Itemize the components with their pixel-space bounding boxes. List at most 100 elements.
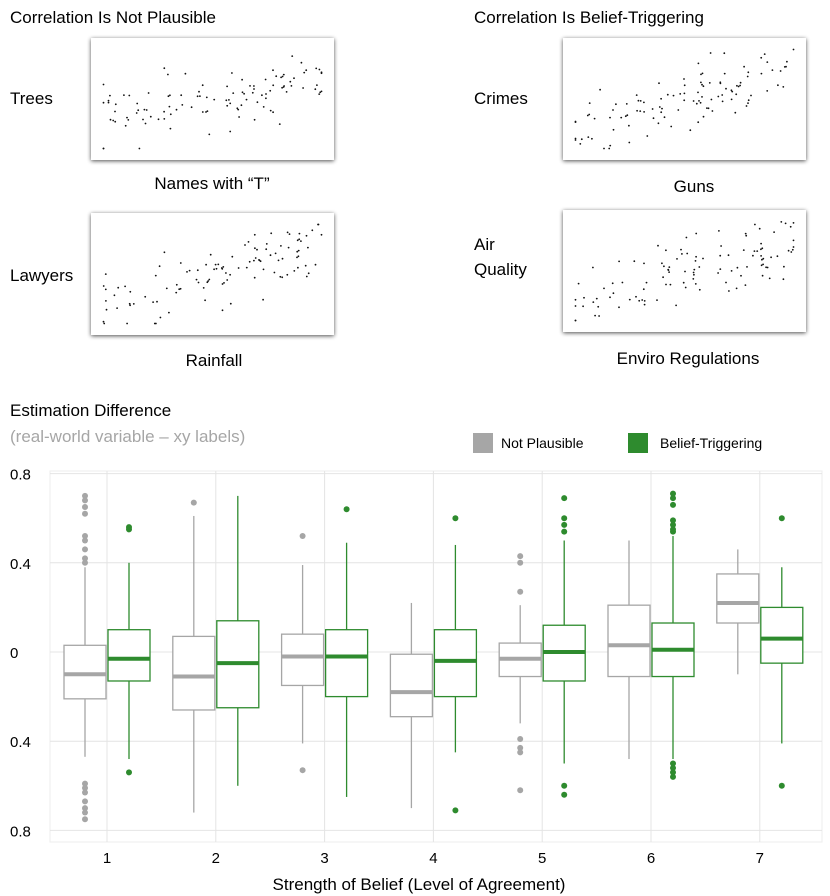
scatter-point [597,305,600,308]
column-title-belief: Correlation Is Belief-Triggering [474,8,704,27]
scatter-point [249,85,251,87]
scatter-point [771,69,774,71]
scatter-point [698,288,701,291]
scatter-point [107,101,110,104]
y-tick-label: 0.8 [10,467,31,484]
outlier-point [517,749,524,756]
scatter-point [196,95,199,98]
scatter-point [695,102,698,105]
scatter-frame [91,38,334,160]
scatter-point [197,281,200,284]
scatter-point [138,147,141,150]
scatter-point [737,85,740,88]
scatter-point [112,119,115,122]
scatter-point [784,222,787,225]
scatter-point [747,102,749,104]
outlier-point [82,497,88,504]
scatter-point [651,108,654,110]
scatter-point [702,115,705,118]
scatter-point [785,65,787,68]
scatter-point [217,263,220,266]
scatter-point [660,111,663,114]
scatter-point [736,266,739,269]
scatter-point [196,269,199,272]
scatter-point [591,137,593,140]
scatter-point [660,97,662,100]
scatter-point [721,94,724,96]
scatter-point [124,285,126,288]
outlier-point [517,588,524,595]
outlier-point [190,499,197,506]
scatter-point [116,307,118,309]
scatter-point [736,84,738,87]
scatter-point [665,283,667,286]
scatter-point [637,99,640,102]
scatter-point [628,298,631,301]
scatter-point [683,84,686,87]
y-tick-label: 0.4 [10,556,31,573]
scatter-point [763,53,766,55]
scatter-point [783,265,785,268]
box-iqr [760,606,804,664]
scatter-panel-trees: Trees Names with “T” [10,38,334,193]
scatter-point [706,107,708,109]
scatter-point [723,52,726,55]
scatter-point [593,117,596,120]
scatter-point [762,257,765,260]
scatter-point [760,72,763,75]
scatter-ylabel: Lawyers [10,266,73,285]
scatter-point [280,245,282,247]
scatter-point [289,80,292,83]
scatter-points [574,48,795,150]
outlier-point [452,807,459,814]
scatter-point [258,259,261,262]
scatter-point [745,105,748,107]
scatter-point [175,108,178,111]
scatter-point [169,113,172,116]
scatter-point [645,281,648,284]
scatter-point [206,281,209,284]
scatter-point [666,93,669,96]
scatter-point [725,281,727,284]
scatter-point [740,274,742,277]
scatter-point [253,233,256,236]
scatter-point [643,300,646,302]
scatter-point [128,94,131,97]
scatter-point [298,238,301,241]
scatter-point [730,89,733,92]
scatter-point [761,247,764,250]
scatter-ylabel: Crimes [474,89,528,108]
scatter-point [269,89,272,92]
outlier-point [561,791,568,798]
scatter-point [663,265,665,268]
scatter-point [746,75,749,78]
scatter-point [262,106,265,108]
scatter-point [698,266,701,268]
scatter-points [102,55,323,150]
scatter-point [782,86,785,88]
scatter-point [229,102,232,105]
scatter-point [786,60,788,63]
scatter-point [695,255,697,258]
scatter-point [113,294,116,297]
scatter-point [198,90,200,93]
scatter-point [760,56,763,59]
scatter-point [694,283,697,285]
scatter-point [285,91,288,93]
scatter-point [745,234,748,237]
scatter-point [291,55,294,57]
scatter-point [663,116,666,119]
scatter-point [735,93,738,96]
column-title-not-plausible: Correlation Is Not Plausible [10,8,216,27]
scatter-point [609,296,611,299]
scatter-point [628,141,631,144]
scatter-point [683,92,686,95]
scatter-point [792,246,795,248]
x-tick-label: 4 [429,850,437,867]
scatter-point [135,112,138,114]
scatter-point [213,98,216,101]
scatter-point [657,122,660,125]
box-belief-1 [107,524,151,776]
scatter-point [208,278,211,281]
